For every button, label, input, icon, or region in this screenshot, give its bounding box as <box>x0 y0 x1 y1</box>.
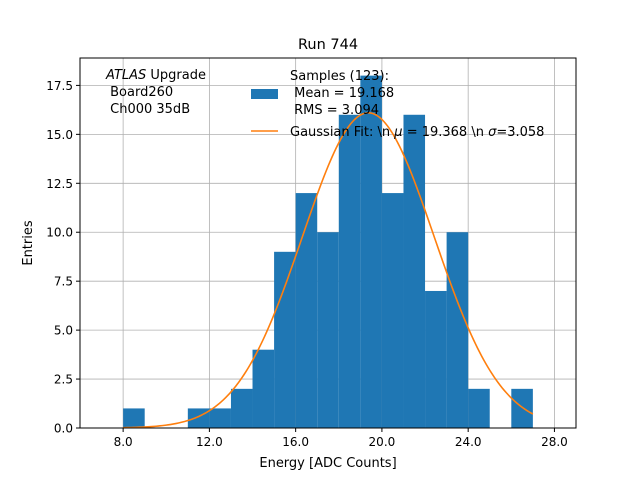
annotation-upgrade-word: Upgrade <box>146 68 206 83</box>
y-tick-label: 10.0 <box>46 226 73 240</box>
histogram-bar <box>381 193 404 428</box>
annotation-board: Board260 <box>106 85 173 100</box>
histogram-bar <box>252 349 275 428</box>
histogram-bar <box>338 114 361 428</box>
legend-fit-text: Gaussian Fit: \n μ = 19.368 \n σ=3.058 <box>290 125 544 140</box>
legend-fit-mid: = 19.368 \n <box>403 125 489 140</box>
x-tick-label: 24.0 <box>455 435 482 449</box>
legend-fit-prefix: Gaussian Fit: \n <box>290 125 394 140</box>
y-tick-label: 7.5 <box>54 275 73 289</box>
histogram-bar <box>230 388 253 428</box>
histogram-bar <box>446 232 469 428</box>
legend-fit-suffix: =3.058 <box>496 125 544 140</box>
histogram-bar <box>295 193 318 428</box>
x-tick-label: 8.0 <box>114 435 133 449</box>
annotation-atlas-word: ATLAS <box>105 68 146 83</box>
histogram-bar <box>123 408 145 428</box>
y-axis-label: Entries <box>21 220 36 266</box>
legend-histogram-line-1: Samples (123): <box>290 69 389 84</box>
y-tick-label: 0.0 <box>54 422 73 436</box>
x-axis-ticks: 8.0 12.0 16.0 20.0 24.0 28.0 <box>114 428 568 449</box>
legend-histogram-line-3: RMS = 3.094 <box>290 103 379 118</box>
legend-fit-sigma-symbol: σ <box>488 125 497 140</box>
histogram-bar <box>317 232 339 428</box>
gaussian-fit-curve <box>123 112 534 429</box>
annotation-title: ATLAS Upgrade <box>105 68 206 83</box>
y-axis-ticks: 0.0 2.5 5.0 7.5 10.0 12.5 15.0 17.5 <box>46 79 80 436</box>
y-tick-label: 5.0 <box>54 324 73 338</box>
y-tick-label: 15.0 <box>46 128 73 142</box>
histogram-bar <box>360 75 382 428</box>
atlas-annotation: ATLAS Upgrade Board260 Ch000 35dB <box>105 68 206 117</box>
chart-title: Run 744 <box>298 37 358 53</box>
histogram-bar <box>425 290 447 428</box>
histogram-bar <box>209 408 231 428</box>
y-tick-label: 2.5 <box>54 373 73 387</box>
histogram-bars <box>123 75 533 428</box>
x-tick-label: 16.0 <box>282 435 309 449</box>
legend-histogram-line-2: Mean = 19.168 <box>290 86 394 101</box>
x-tick-label: 28.0 <box>541 435 568 449</box>
x-tick-label: 12.0 <box>196 435 223 449</box>
legend-histogram-swatch <box>251 89 278 99</box>
y-tick-label: 12.5 <box>46 177 73 191</box>
plot-frame <box>79 57 577 429</box>
y-tick-label: 17.5 <box>46 79 73 93</box>
x-tick-label: 20.0 <box>369 435 396 449</box>
gaussian-fit-layer <box>123 112 534 429</box>
histogram-bar <box>468 388 490 428</box>
legend: Samples (123): Mean = 19.168 RMS = 3.094… <box>251 69 544 140</box>
histogram-bar <box>187 408 210 428</box>
legend-fit-mu-symbol: μ <box>393 125 402 140</box>
histogram-bar <box>274 251 296 428</box>
histogram-bar <box>511 388 533 428</box>
annotation-channel: Ch000 35dB <box>106 102 190 117</box>
x-axis-label: Energy [ADC Counts] <box>259 456 396 471</box>
